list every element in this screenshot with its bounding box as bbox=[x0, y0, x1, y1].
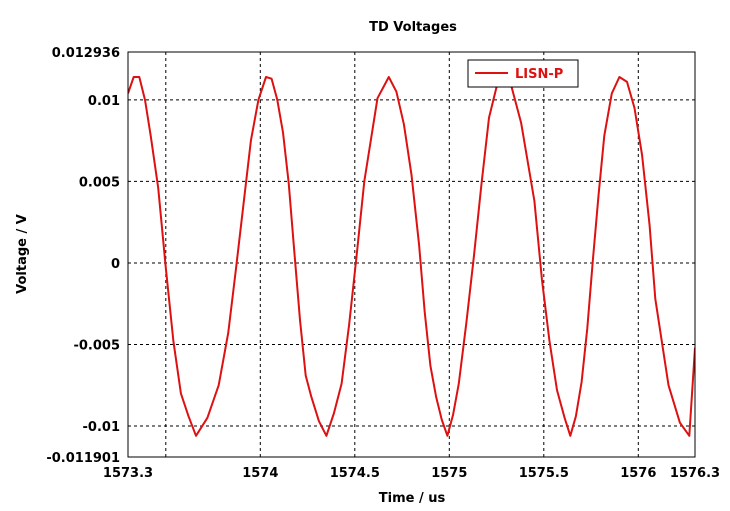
x-tick-label: 1575 bbox=[431, 466, 467, 481]
y-tick-label: -0.011901 bbox=[46, 451, 120, 466]
x-tick-label: 1574.5 bbox=[330, 466, 380, 481]
y-tick-label: 0.005 bbox=[79, 175, 120, 190]
legend: LISN-P bbox=[467, 59, 579, 88]
x-tick-label: 1574 bbox=[242, 466, 278, 481]
legend-label-lisn-p: LISN-P bbox=[515, 67, 563, 82]
series-layer bbox=[128, 76, 695, 437]
y-tick-label: -0.005 bbox=[73, 338, 120, 353]
y-tick-label: -0.01 bbox=[83, 420, 120, 435]
y-tick-label: 0.012936 bbox=[52, 46, 120, 61]
y-tick-label: 0.01 bbox=[88, 94, 120, 109]
grid-lines bbox=[128, 52, 695, 457]
x-axis-title: Time / us bbox=[379, 491, 446, 506]
y-axis-title: Voltage / V bbox=[15, 214, 30, 294]
tick-labels: 1573.3 1574 1574.5 1575 1575.5 1576 1576.3 -0.0… bbox=[46, 46, 720, 481]
x-tick-label: 1576.3 bbox=[670, 466, 720, 481]
x-tick-label: 1575.5 bbox=[519, 466, 569, 481]
series-line-lisn-p bbox=[128, 76, 695, 437]
x-tick-label: 1573.3 bbox=[103, 466, 153, 481]
y-tick-label: 0 bbox=[111, 257, 120, 272]
x-tick-label: 1576 bbox=[620, 466, 656, 481]
chart-title: TD Voltages bbox=[369, 20, 457, 35]
plot-frame bbox=[127, 51, 696, 458]
